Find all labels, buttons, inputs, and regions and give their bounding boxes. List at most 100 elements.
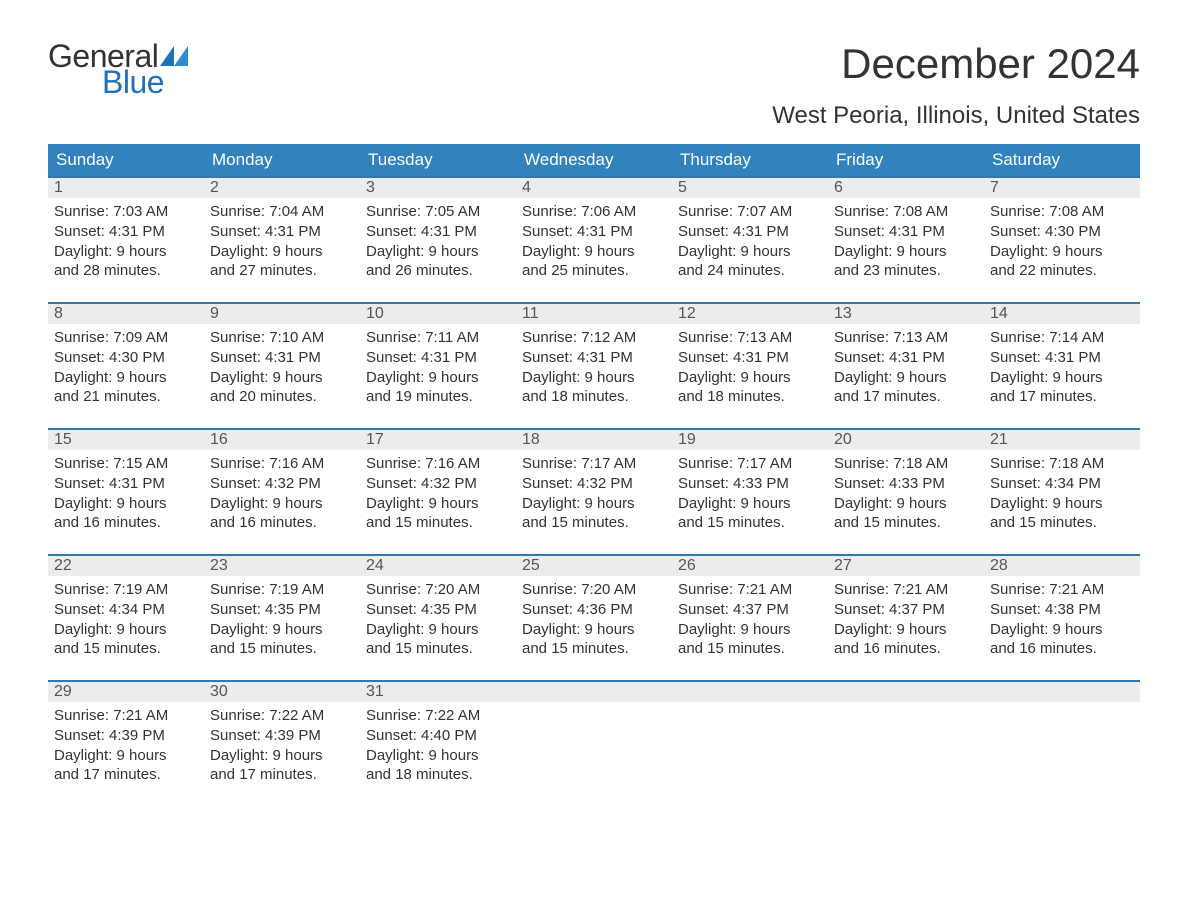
daylight-line-1: Daylight: 9 hours [522, 620, 666, 640]
date-number: 5 [672, 178, 828, 198]
sunrise-line: Sunrise: 7:03 AM [54, 202, 198, 222]
daylight-line-2: and 17 minutes. [210, 765, 354, 785]
sunset-line: Sunset: 4:33 PM [834, 474, 978, 494]
date-number: 8 [48, 304, 204, 324]
week-block: 22232425262728Sunrise: 7:19 AMSunset: 4:… [48, 554, 1140, 680]
daylight-line-2: and 17 minutes. [54, 765, 198, 785]
date-number: 11 [516, 304, 672, 324]
sunset-line: Sunset: 4:31 PM [54, 474, 198, 494]
date-number-row: 15161718192021 [48, 430, 1140, 450]
day-cell: Sunrise: 7:13 AMSunset: 4:31 PMDaylight:… [828, 324, 984, 428]
header-row: General Blue December 2024 West Peoria, … [48, 40, 1140, 130]
daylight-line-1: Daylight: 9 hours [366, 242, 510, 262]
date-number-row: 22232425262728 [48, 556, 1140, 576]
day-cell: Sunrise: 7:14 AMSunset: 4:31 PMDaylight:… [984, 324, 1140, 428]
sunrise-line: Sunrise: 7:07 AM [678, 202, 822, 222]
date-number: 25 [516, 556, 672, 576]
date-number: 31 [360, 682, 516, 702]
sunrise-line: Sunrise: 7:13 AM [834, 328, 978, 348]
day-cell [828, 702, 984, 806]
calendar-grid: SundayMondayTuesdayWednesdayThursdayFrid… [48, 144, 1140, 806]
weekday-header: Monday [204, 144, 360, 176]
day-cell: Sunrise: 7:18 AMSunset: 4:33 PMDaylight:… [828, 450, 984, 554]
day-cell: Sunrise: 7:21 AMSunset: 4:37 PMDaylight:… [828, 576, 984, 680]
daylight-line-1: Daylight: 9 hours [366, 746, 510, 766]
daylight-line-1: Daylight: 9 hours [522, 368, 666, 388]
daylight-line-1: Daylight: 9 hours [54, 242, 198, 262]
daylight-line-1: Daylight: 9 hours [210, 494, 354, 514]
date-number: 30 [204, 682, 360, 702]
day-cell: Sunrise: 7:22 AMSunset: 4:40 PMDaylight:… [360, 702, 516, 806]
sunset-line: Sunset: 4:31 PM [54, 222, 198, 242]
date-number: 3 [360, 178, 516, 198]
day-cell: Sunrise: 7:08 AMSunset: 4:31 PMDaylight:… [828, 198, 984, 302]
date-number: 2 [204, 178, 360, 198]
day-cell: Sunrise: 7:21 AMSunset: 4:38 PMDaylight:… [984, 576, 1140, 680]
daylight-line-2: and 15 minutes. [366, 639, 510, 659]
sunrise-line: Sunrise: 7:11 AM [366, 328, 510, 348]
week-block: 1234567Sunrise: 7:03 AMSunset: 4:31 PMDa… [48, 176, 1140, 302]
sunset-line: Sunset: 4:30 PM [54, 348, 198, 368]
week-block: 293031Sunrise: 7:21 AMSunset: 4:39 PMDay… [48, 680, 1140, 806]
sunrise-line: Sunrise: 7:09 AM [54, 328, 198, 348]
sunrise-line: Sunrise: 7:15 AM [54, 454, 198, 474]
daylight-line-2: and 22 minutes. [990, 261, 1134, 281]
weekday-header: Friday [828, 144, 984, 176]
day-content-row: Sunrise: 7:19 AMSunset: 4:34 PMDaylight:… [48, 576, 1140, 680]
sunset-line: Sunset: 4:32 PM [522, 474, 666, 494]
sunset-line: Sunset: 4:31 PM [366, 348, 510, 368]
flag-icon [160, 46, 188, 66]
day-cell: Sunrise: 7:18 AMSunset: 4:34 PMDaylight:… [984, 450, 1140, 554]
date-number: 24 [360, 556, 516, 576]
daylight-line-1: Daylight: 9 hours [54, 494, 198, 514]
date-number: 17 [360, 430, 516, 450]
sunrise-line: Sunrise: 7:20 AM [366, 580, 510, 600]
date-number: 22 [48, 556, 204, 576]
day-cell: Sunrise: 7:04 AMSunset: 4:31 PMDaylight:… [204, 198, 360, 302]
daylight-line-1: Daylight: 9 hours [834, 620, 978, 640]
sunset-line: Sunset: 4:40 PM [366, 726, 510, 746]
day-cell: Sunrise: 7:16 AMSunset: 4:32 PMDaylight:… [360, 450, 516, 554]
day-cell: Sunrise: 7:08 AMSunset: 4:30 PMDaylight:… [984, 198, 1140, 302]
day-cell: Sunrise: 7:20 AMSunset: 4:36 PMDaylight:… [516, 576, 672, 680]
sunset-line: Sunset: 4:32 PM [210, 474, 354, 494]
sunset-line: Sunset: 4:37 PM [678, 600, 822, 620]
daylight-line-2: and 15 minutes. [522, 513, 666, 533]
daylight-line-2: and 16 minutes. [990, 639, 1134, 659]
day-cell: Sunrise: 7:09 AMSunset: 4:30 PMDaylight:… [48, 324, 204, 428]
sunset-line: Sunset: 4:34 PM [990, 474, 1134, 494]
sunset-line: Sunset: 4:31 PM [366, 222, 510, 242]
sunrise-line: Sunrise: 7:08 AM [834, 202, 978, 222]
date-number: 27 [828, 556, 984, 576]
date-number: 15 [48, 430, 204, 450]
date-number: 7 [984, 178, 1140, 198]
daylight-line-1: Daylight: 9 hours [678, 494, 822, 514]
date-number: 4 [516, 178, 672, 198]
day-cell: Sunrise: 7:15 AMSunset: 4:31 PMDaylight:… [48, 450, 204, 554]
daylight-line-2: and 25 minutes. [522, 261, 666, 281]
sunset-line: Sunset: 4:30 PM [990, 222, 1134, 242]
sunrise-line: Sunrise: 7:21 AM [54, 706, 198, 726]
daylight-line-2: and 15 minutes. [990, 513, 1134, 533]
date-number: 23 [204, 556, 360, 576]
date-number: 29 [48, 682, 204, 702]
daylight-line-2: and 18 minutes. [366, 765, 510, 785]
sunrise-line: Sunrise: 7:17 AM [678, 454, 822, 474]
day-cell: Sunrise: 7:11 AMSunset: 4:31 PMDaylight:… [360, 324, 516, 428]
day-content-row: Sunrise: 7:15 AMSunset: 4:31 PMDaylight:… [48, 450, 1140, 554]
daylight-line-2: and 18 minutes. [678, 387, 822, 407]
sunset-line: Sunset: 4:38 PM [990, 600, 1134, 620]
day-cell: Sunrise: 7:13 AMSunset: 4:31 PMDaylight:… [672, 324, 828, 428]
sunrise-line: Sunrise: 7:22 AM [210, 706, 354, 726]
sunset-line: Sunset: 4:34 PM [54, 600, 198, 620]
daylight-line-1: Daylight: 9 hours [678, 368, 822, 388]
day-cell [672, 702, 828, 806]
sunrise-line: Sunrise: 7:21 AM [834, 580, 978, 600]
daylight-line-1: Daylight: 9 hours [990, 620, 1134, 640]
day-cell: Sunrise: 7:21 AMSunset: 4:39 PMDaylight:… [48, 702, 204, 806]
sunset-line: Sunset: 4:39 PM [210, 726, 354, 746]
daylight-line-1: Daylight: 9 hours [366, 620, 510, 640]
daylight-line-2: and 16 minutes. [54, 513, 198, 533]
daylight-line-1: Daylight: 9 hours [834, 368, 978, 388]
sunrise-line: Sunrise: 7:18 AM [834, 454, 978, 474]
